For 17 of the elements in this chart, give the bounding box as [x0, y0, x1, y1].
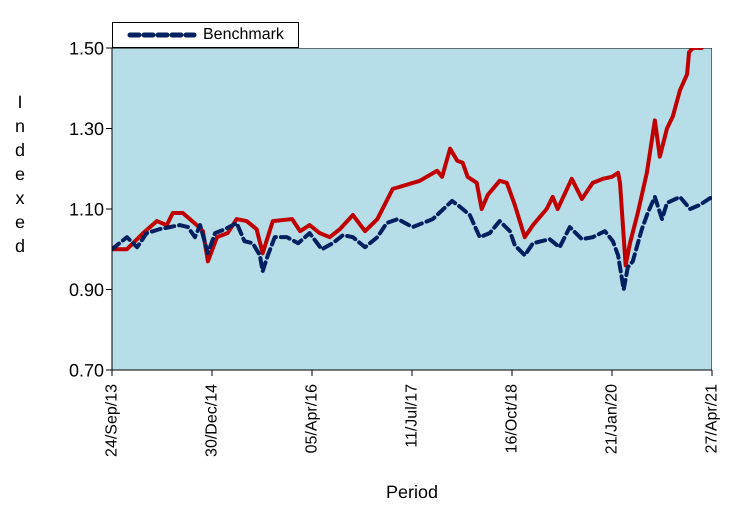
line-series: [112, 48, 704, 268]
y-axis-title: Indexed: [14, 92, 26, 256]
x-tick-label: 27/Apr/21: [704, 384, 720, 454]
x-axis-title: Period: [386, 482, 438, 502]
x-tick-label: 21/Jan/20: [604, 384, 620, 454]
y-tick-label: 1.50: [68, 38, 104, 58]
x-tick-label: 24/Sep/13: [104, 384, 120, 457]
x-tick-label: 30/Dec/14: [204, 384, 220, 457]
y-tick-label: 0.90: [68, 280, 104, 300]
line-series: [112, 194, 712, 292]
x-tick-label: 05/Apr/16: [304, 384, 320, 454]
x-tick-label: 16/Oct/18: [504, 384, 520, 454]
y-tick-label: 1.30: [68, 118, 104, 139]
y-tick-label: 0.70: [68, 360, 104, 380]
x-tick-label: 11/Jul/17: [404, 384, 420, 448]
legend-label: Benchmark: [203, 26, 284, 44]
y-tick-label: 1.10: [68, 199, 104, 220]
